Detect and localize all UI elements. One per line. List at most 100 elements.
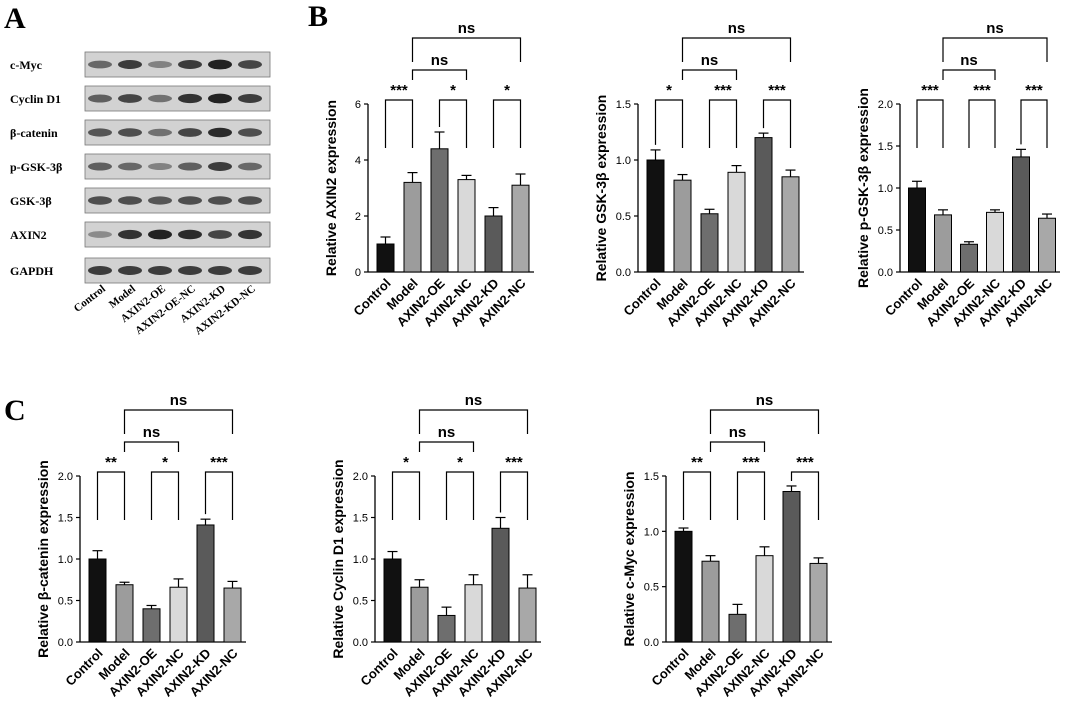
significance-bracket: [916, 99, 944, 148]
blot-band: [208, 266, 232, 275]
significance-bracket: [418, 409, 529, 434]
significance-bracket: [968, 99, 996, 148]
significance-bracket: [499, 471, 529, 520]
bar: [728, 613, 747, 643]
bar: [437, 614, 456, 643]
significance-bracket: [1020, 99, 1048, 148]
significance-label: *: [450, 82, 456, 99]
blot-band: [88, 94, 112, 103]
y-axis-title: Relative p-GSK-3β expression: [855, 88, 871, 288]
y-tick-label: 1.5: [58, 513, 73, 525]
y-tick-label: 0.0: [644, 637, 659, 649]
blot-band: [148, 94, 172, 103]
blot-band: [238, 60, 262, 69]
bar-chart-4: 0.0 0.5 1.0 1.5 2.0 Relative β-catenin expres…: [35, 392, 246, 700]
significance-label: ***: [390, 82, 408, 99]
y-tick-label: 6: [355, 99, 361, 111]
blot-band: [88, 196, 112, 205]
significance-bracket: [709, 409, 820, 434]
y-tick-label: 0.5: [616, 211, 631, 223]
y-tick-label: 2.0: [353, 471, 368, 483]
blot-band: [88, 231, 112, 238]
y-tick-label: 1.5: [644, 471, 659, 483]
significance-label: *: [666, 82, 672, 99]
blot-band: [178, 162, 202, 171]
bar: [88, 558, 107, 643]
significance-bracket: [709, 441, 766, 452]
blot-band: [178, 93, 202, 104]
panel-letter-b: B: [308, 0, 328, 33]
significance-bracket: [492, 99, 522, 148]
significance-bracket: [418, 441, 475, 452]
blot-band: [118, 162, 142, 171]
blot-band: [118, 196, 142, 205]
y-tick-label: 0.5: [353, 596, 368, 608]
significance-bracket: [942, 37, 1048, 62]
blot-label: Cyclin D1: [10, 92, 61, 106]
blot-label: GAPDH: [10, 264, 54, 278]
significance-label: **: [105, 454, 117, 471]
significance-label: **: [691, 454, 703, 471]
bar: [782, 490, 801, 643]
blot-band: [238, 266, 262, 275]
blot-band: [148, 266, 172, 275]
significance-label: *: [403, 454, 409, 471]
significance-bracket: [654, 99, 684, 148]
significance-label: ns: [438, 424, 456, 441]
bar: [986, 211, 1004, 273]
significance-label: ***: [921, 82, 939, 99]
significance-bracket: [942, 69, 996, 80]
y-tick-label: 2: [355, 211, 361, 223]
significance-bracket: [204, 471, 234, 520]
significance-label: ***: [796, 454, 814, 471]
significance-label: *: [162, 454, 168, 471]
bar: [701, 560, 720, 643]
bar: [410, 586, 429, 643]
bar: [908, 187, 926, 273]
significance-label: ns: [458, 20, 476, 37]
blot-label: β-catenin: [10, 126, 58, 140]
significance-label: ***: [505, 454, 523, 471]
bar: [960, 243, 978, 273]
bar: [1012, 156, 1030, 273]
significance-label: ***: [768, 82, 786, 99]
bar: [518, 587, 537, 643]
bar: [646, 159, 665, 273]
blot-band: [208, 59, 232, 70]
panel-letter-a: A: [4, 2, 26, 35]
y-tick-label: 1.5: [616, 99, 631, 111]
bar: [727, 171, 746, 273]
blot-band: [118, 229, 142, 240]
blot-band: [178, 128, 202, 137]
bar-chart-5: 0.0 0.5 1.0 1.5 2.0 Relative Cyclin D1 expres…: [330, 392, 541, 700]
significance-label: ns: [143, 424, 161, 441]
significance-label: *: [504, 82, 510, 99]
significance-label: ***: [973, 82, 991, 99]
significance-label: ***: [742, 454, 760, 471]
bar: [142, 608, 161, 643]
y-tick-label: 4: [355, 155, 361, 167]
bar: [223, 587, 242, 643]
bar: [673, 179, 692, 273]
significance-label: *: [457, 454, 463, 471]
blot-band: [238, 94, 262, 103]
y-tick-label: 2.0: [878, 99, 893, 111]
significance-bracket: [682, 471, 712, 520]
y-axis-title: Relative β-catenin expression: [35, 460, 51, 658]
bar: [464, 584, 483, 643]
significance-bracket: [708, 99, 738, 148]
blot-band: [238, 196, 262, 205]
significance-bracket: [445, 471, 475, 520]
blot-band: [118, 266, 142, 275]
significance-bracket: [736, 471, 766, 520]
bar: [781, 176, 800, 273]
significance-label: ns: [465, 392, 483, 409]
significance-label: ns: [756, 392, 774, 409]
blot-band: [88, 162, 112, 171]
bar: [809, 562, 828, 643]
significance-bracket: [438, 99, 468, 148]
significance-bracket: [150, 471, 180, 520]
significance-bracket: [391, 471, 421, 520]
